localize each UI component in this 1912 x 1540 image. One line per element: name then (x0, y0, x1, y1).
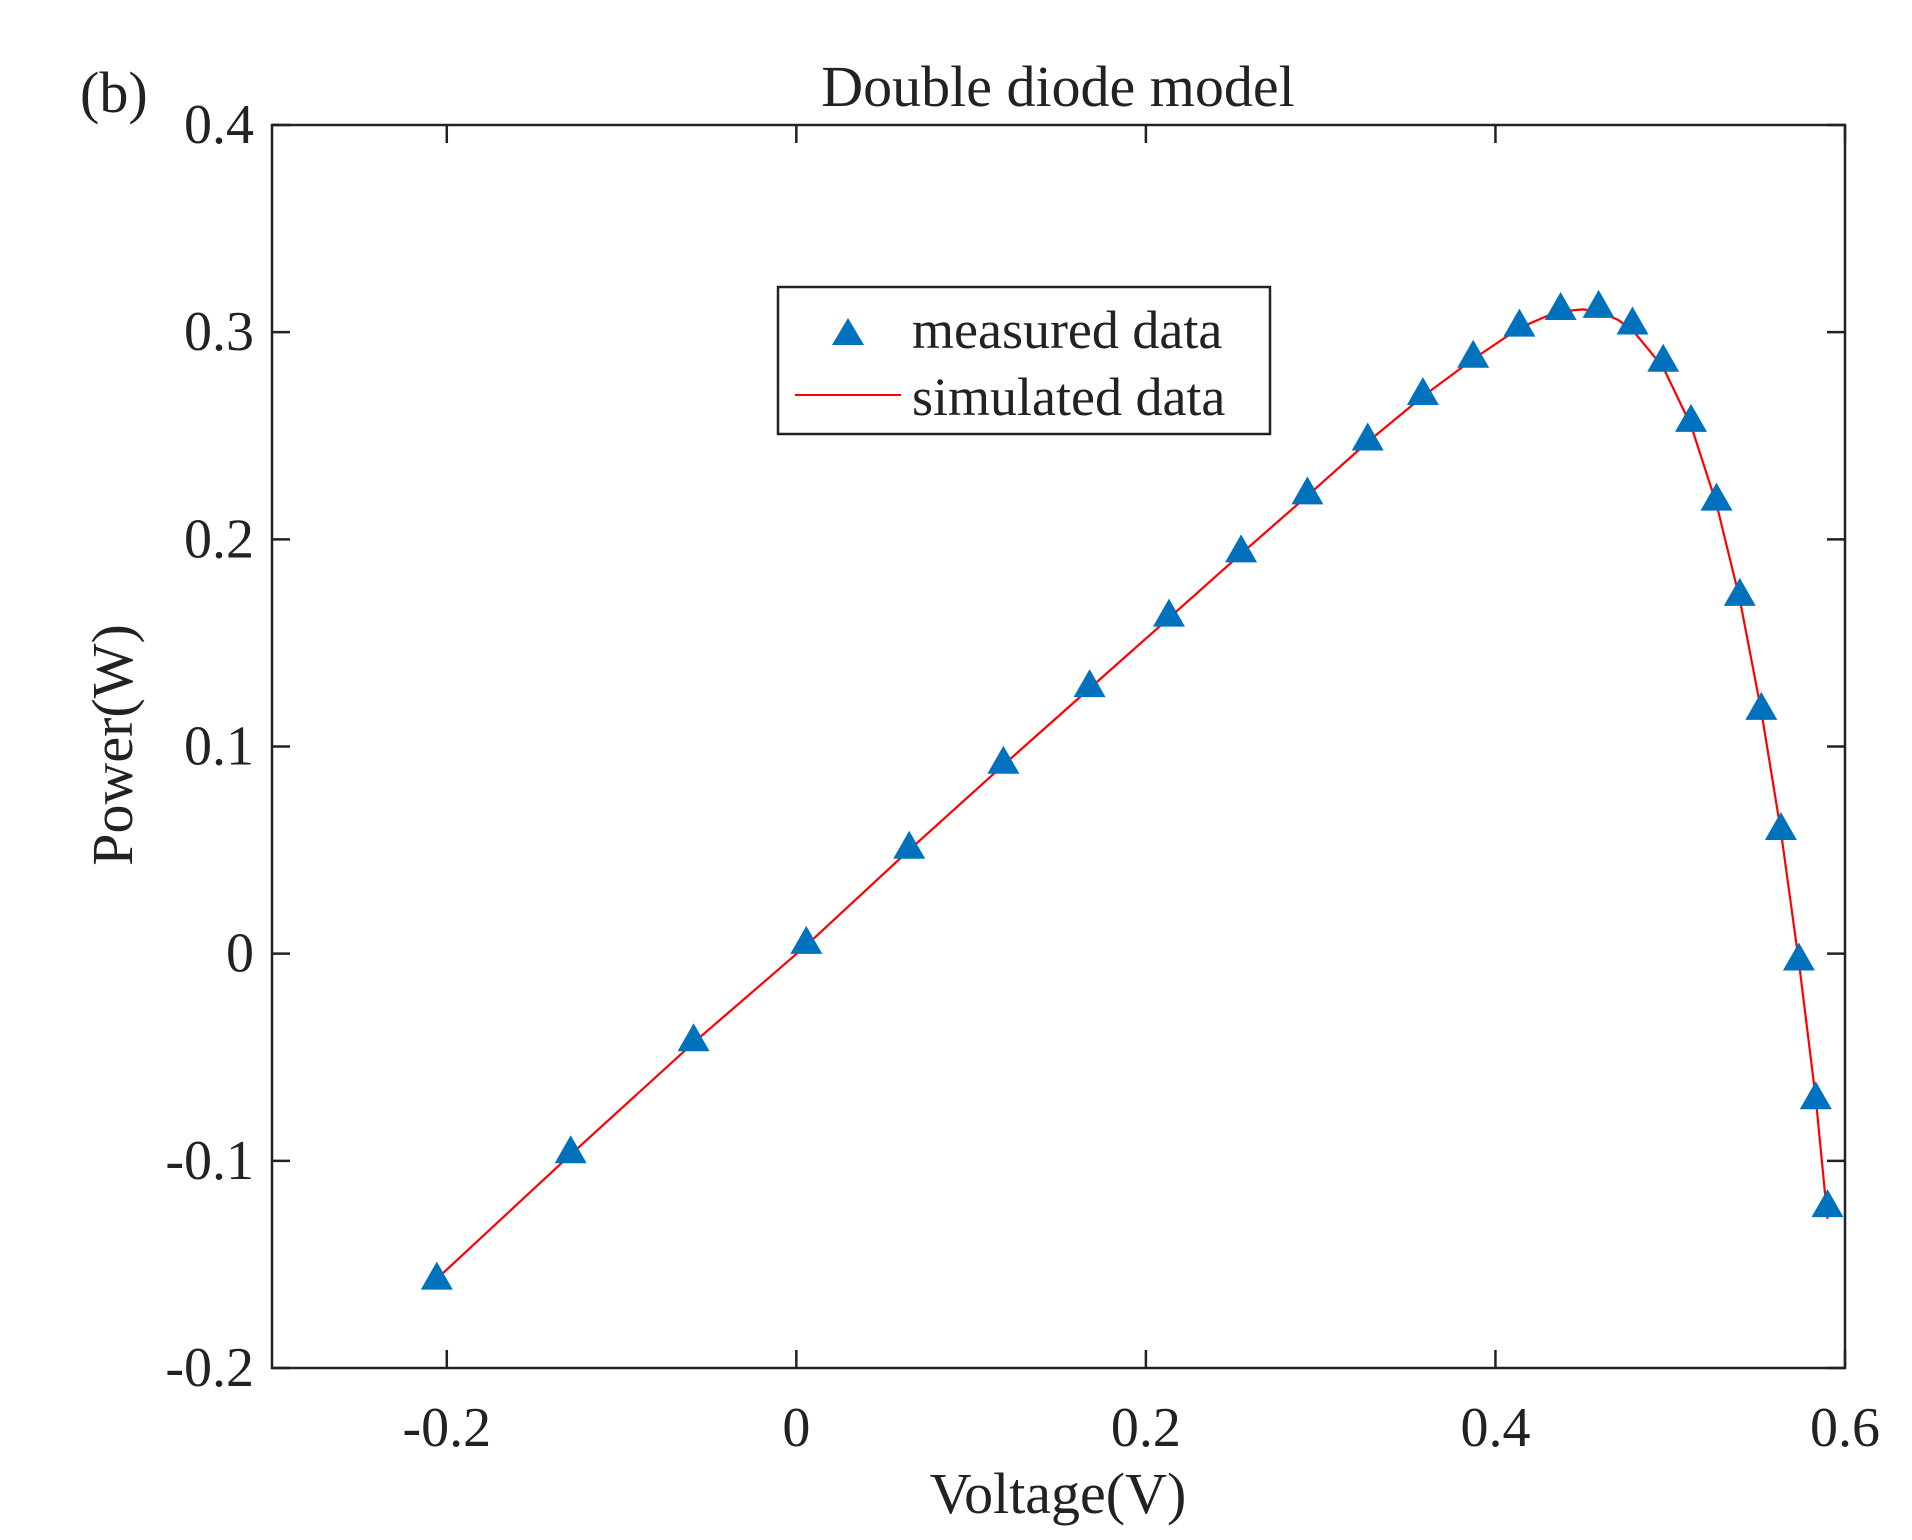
y-tick-labels: -0.2 -0.1 0 0.1 0.2 0.3 0.4 (165, 94, 254, 1399)
measured-point (1745, 691, 1778, 720)
measured-point (1457, 339, 1490, 368)
measured-point (1723, 577, 1756, 606)
y-tick-label: 0.1 (184, 716, 254, 778)
y-tick-label: -0.1 (165, 1130, 254, 1192)
x-tick-label: 0 (782, 1397, 810, 1459)
x-tick-label: 0.6 (1810, 1397, 1880, 1459)
x-tick-label: -0.2 (402, 1397, 491, 1459)
legend: measured data simulated data (776, 285, 1272, 436)
measured-point (893, 830, 926, 859)
measured-point (1647, 343, 1680, 372)
simulated-series (436, 308, 1829, 1280)
measured-point (1073, 669, 1106, 698)
measured-series (420, 289, 1844, 1290)
chart-title: Double diode model (821, 54, 1295, 119)
measured-point (1811, 1189, 1844, 1218)
legend-marker-measured (832, 318, 864, 345)
y-tick-label: 0.4 (184, 94, 254, 156)
measured-point (1406, 377, 1439, 405)
measured-point (987, 745, 1020, 774)
measured-point (1616, 306, 1649, 335)
simulated-line (436, 308, 1829, 1280)
x-axis-label: Voltage(V) (930, 1461, 1187, 1526)
y-tick-label: -0.2 (165, 1337, 254, 1399)
legend-box (776, 285, 1272, 436)
x-tick-labels: -0.2 0 0.2 0.4 0.6 (402, 1397, 1880, 1459)
measured-point (790, 925, 823, 954)
measured-point (1764, 812, 1797, 840)
x-tick-label: 0.2 (1111, 1397, 1181, 1459)
measured-point (1782, 942, 1815, 971)
measured-point (1291, 476, 1324, 505)
measured-point (554, 1135, 587, 1164)
measured-point (1225, 534, 1258, 563)
measured-point (1544, 292, 1577, 320)
measured-point (1799, 1081, 1832, 1110)
measured-point (1153, 598, 1185, 627)
y-tick-label: 0.3 (184, 301, 254, 363)
measured-point (1675, 403, 1707, 432)
legend-label-measured: measured data (912, 300, 1222, 360)
measured-point (677, 1023, 710, 1052)
measured-point (1351, 422, 1384, 451)
y-tick-label: 0.2 (184, 508, 254, 570)
axis-ticks (272, 123, 1847, 1370)
measured-point (1503, 308, 1536, 337)
panel-label: (b) (80, 60, 148, 125)
x-tick-label: 0.4 (1460, 1397, 1530, 1459)
measured-point (1700, 482, 1733, 511)
legend-label-simulated: simulated data (912, 367, 1225, 427)
measured-point (420, 1261, 453, 1290)
y-tick-label: 0 (226, 923, 254, 985)
measured-point (1582, 289, 1615, 318)
y-axis-label: Power(W) (80, 624, 145, 866)
